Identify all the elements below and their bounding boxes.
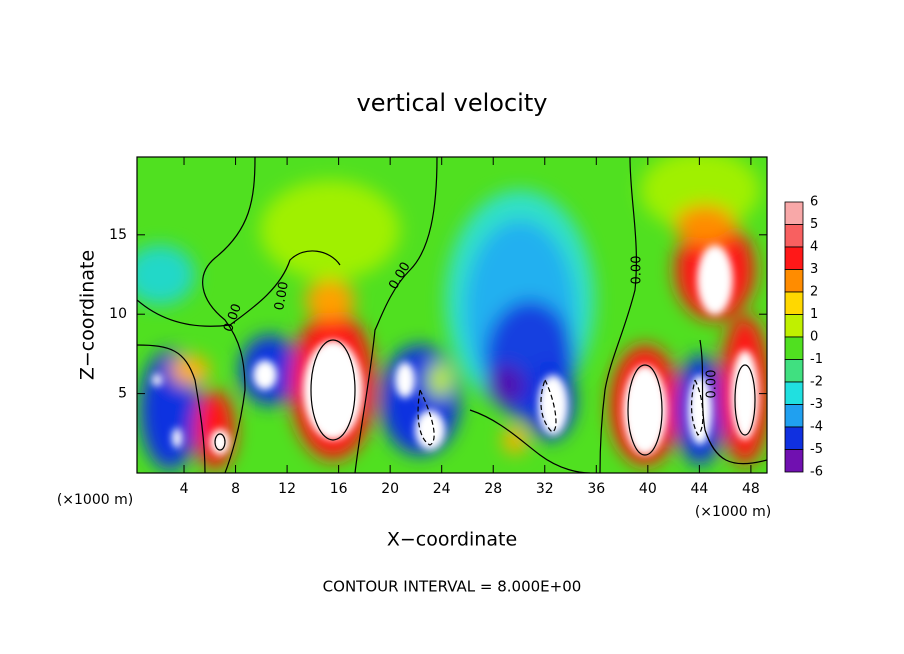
colorbar-label: -2 <box>810 375 823 390</box>
colorbar-label: 3 <box>810 262 818 277</box>
colorbar-bin <box>784 224 804 248</box>
colorbar-bin <box>784 359 804 383</box>
colorbar-label: -1 <box>810 352 823 367</box>
y-tick-label: 5 <box>118 386 127 402</box>
colorbar-bin <box>784 201 804 225</box>
y-axis-label: Z−coordinate <box>77 250 99 380</box>
colorbar-label: -4 <box>810 420 823 435</box>
field <box>137 157 767 473</box>
colorbar-bin <box>784 449 804 473</box>
colorbar-label: -6 <box>810 465 823 480</box>
x-tick-label: 28 <box>484 481 502 497</box>
colorbar-label: 4 <box>810 240 818 255</box>
footnote: CONTOUR INTERVAL = 8.000E+00 <box>323 578 582 596</box>
x-tick-label: 48 <box>742 481 760 497</box>
plot-frame <box>136 156 768 474</box>
x-tick-label: 4 <box>180 481 189 497</box>
colorbar-bin <box>784 246 804 270</box>
colorbar-bin <box>784 336 804 360</box>
x-unit: (×1000 m) <box>57 492 133 508</box>
contour-label: 0.00 <box>630 256 645 285</box>
colorbar-bin <box>784 426 804 450</box>
x-tick-label: 36 <box>587 481 605 497</box>
x-tick-label: 32 <box>536 481 554 497</box>
contour-label: 0.00 <box>272 280 292 311</box>
y-tick-label: 10 <box>109 306 127 322</box>
colorbar-bin <box>784 404 804 428</box>
x-tick-label: 8 <box>231 481 240 497</box>
colorbar-label: 2 <box>810 285 818 300</box>
colorbar-label: 0 <box>810 330 818 345</box>
x-tick-label: 16 <box>330 481 348 497</box>
colorbar-label: 5 <box>810 217 818 232</box>
colorbar-bin <box>784 269 804 293</box>
colorbar-label: -3 <box>810 397 823 412</box>
colorbar-label: -5 <box>810 442 823 457</box>
contour-label: 0.00 <box>705 370 720 399</box>
y-tick-label: 15 <box>109 227 127 243</box>
chart-title: vertical velocity <box>357 89 548 117</box>
x-tick-label: 40 <box>639 481 657 497</box>
x-tick-label: 24 <box>433 481 451 497</box>
colorbar-bin <box>784 314 804 338</box>
x-tick-label: 44 <box>690 481 708 497</box>
x-tick-label: 20 <box>381 481 399 497</box>
colorbar-bin <box>784 381 804 405</box>
colorbar-label: 1 <box>810 307 818 322</box>
y-unit: (×1000 m) <box>695 504 771 520</box>
colorbar-label: 6 <box>810 195 818 210</box>
colorbar-bin <box>784 291 804 315</box>
x-tick-label: 12 <box>278 481 296 497</box>
x-axis-label: X−coordinate <box>387 529 517 551</box>
